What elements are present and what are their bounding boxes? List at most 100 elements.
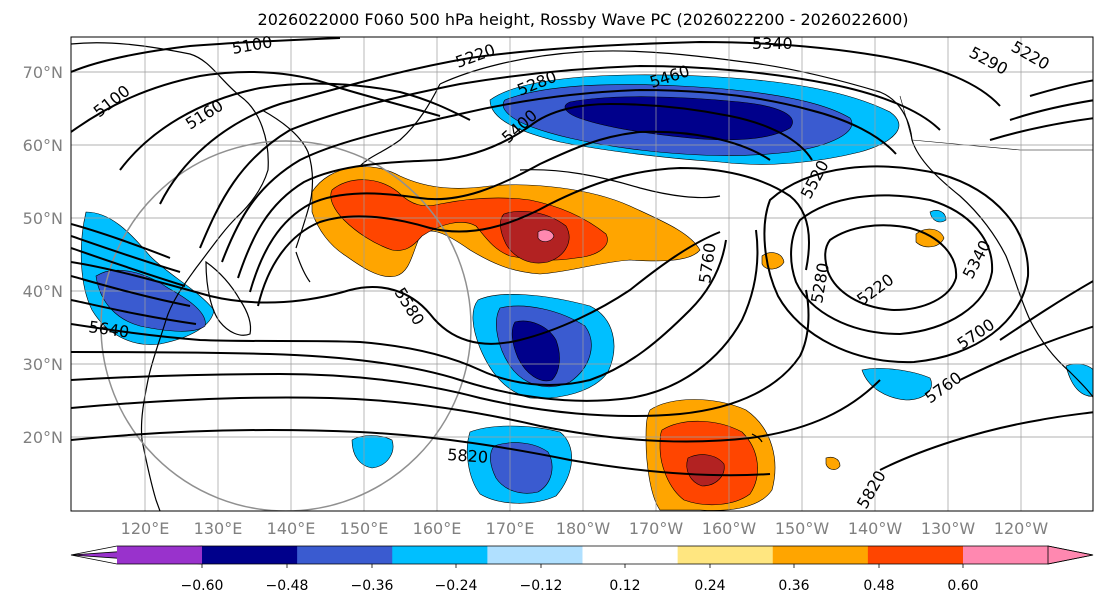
colorbar-tick-label: 0.36: [778, 578, 809, 594]
colorbar-segment: [487, 546, 583, 564]
contour-mid-2: [71, 223, 171, 259]
colorbar-extend-max: [1047, 545, 1094, 565]
coast-east-asia: [71, 42, 269, 511]
colorbar-tick-label: −0.48: [266, 578, 309, 594]
coast-aleutians: [519, 169, 721, 199]
contour-5820-a: [71, 379, 881, 443]
colorbar-tick-label: −0.36: [351, 578, 394, 594]
contour-5340: [221, 88, 897, 263]
contour-mid-1: [71, 235, 181, 273]
contour-5100-b: [71, 71, 441, 133]
contour-5580: [71, 231, 721, 345]
colorbar-tick-label: 0.48: [863, 578, 894, 594]
shade-neg-small-4: [929, 210, 947, 223]
colorbar-tick-label: 0.60: [947, 578, 978, 594]
contour-5520: [257, 166, 810, 307]
colorbar-segment: [582, 546, 679, 564]
contour-label: 5820: [447, 445, 489, 467]
contour-label: 5340: [752, 34, 793, 53]
colorbar-tick-label: 0.12: [609, 578, 640, 594]
lat-tick-label: 70°N: [23, 63, 63, 82]
colorbar-tick-label: −0.12: [520, 578, 563, 594]
contour-5460: [249, 130, 771, 293]
contour-east-3: [989, 117, 1093, 141]
lat-tick-label: 50°N: [23, 209, 63, 228]
colorbar-tick-label: 0.24: [694, 578, 725, 594]
shade-neg-small-2: [861, 368, 932, 401]
colorbar-segment: [963, 546, 1048, 564]
shade-neg-small-1: [351, 435, 394, 469]
lon-tick-label: 120°W: [994, 519, 1049, 538]
contour-5760: [71, 289, 810, 417]
contour-mid-4: [71, 275, 191, 307]
shade-neg-alaska-dark: [564, 96, 793, 141]
contour-5100-a: [71, 37, 341, 73]
shade-neg-south-mid: [490, 442, 553, 494]
shade-pos-belt-dark: [500, 211, 570, 264]
contour-5160: [119, 82, 471, 171]
height-contours: [71, 37, 1093, 477]
contour-east-2: [1009, 99, 1093, 121]
lon-tick-label: 160°W: [702, 519, 757, 538]
shade-neg-japan-mid: [95, 269, 206, 332]
contour-east-1: [1029, 79, 1093, 97]
projection-circle: [100, 140, 472, 511]
coast-bering: [359, 83, 441, 167]
coast-kuril: [295, 251, 311, 283]
coast-japan: [205, 260, 252, 336]
coastlines: [71, 42, 1093, 511]
contour-east-4: [999, 280, 1093, 341]
lon-tick-label: 130°W: [921, 519, 976, 538]
lon-tick-label: 170°E: [486, 519, 535, 538]
border-alaska-canada: [899, 95, 913, 141]
lon-tick-label: 150°W: [775, 519, 830, 538]
shade-pos-small-3: [825, 456, 841, 470]
lon-tick-label: 180°W: [556, 519, 611, 538]
lat-tick-label: 30°N: [23, 355, 63, 374]
contour-low-3: [763, 165, 1030, 364]
colorbar-segment: [867, 546, 964, 564]
lon-tick-label: 140°W: [848, 519, 903, 538]
lon-tick-label: 170°W: [629, 519, 684, 538]
figure-title: 2026022000 F060 500 hPa height, Rossby W…: [258, 10, 909, 29]
shade-pos-belt-max: [537, 229, 555, 242]
lon-tick-label: 160°E: [413, 519, 462, 538]
colorbar-tick-label: −0.24: [435, 578, 478, 594]
lon-tick-label: 120°E: [121, 519, 170, 538]
colorbar-segment: [772, 546, 869, 564]
contour-5640: [71, 239, 727, 386]
contour-5220: [159, 40, 1001, 205]
contour-mid-3: [71, 247, 186, 287]
colorbar: −0.60 −0.48 −0.36 −0.24 −0.12 0.12 0.24 0.36 0.4…: [70, 545, 1094, 594]
lon-tick-label: 140°E: [267, 519, 316, 538]
colorbar-outline: [70, 545, 1094, 565]
latitude-labels: 70°N 60°N 50°N 40°N 30°N 20°N: [23, 63, 63, 447]
shade-neg-central-dark: [511, 320, 560, 382]
lat-tick-label: 20°N: [23, 428, 63, 447]
lon-tick-label: 150°E: [340, 519, 389, 538]
colorbar-segment: [202, 546, 298, 564]
rossby-wave-pc-shading: [80, 74, 1093, 511]
colorbar-segment: [117, 546, 202, 564]
contour-low-1: [824, 224, 958, 312]
map-frame: [70, 36, 1094, 512]
contour-5400: [237, 102, 813, 279]
colorbar-segment: [677, 546, 774, 564]
contour-5820-b: [71, 429, 771, 477]
contour-5700: [71, 229, 759, 402]
lon-tick-label: 130°E: [194, 519, 243, 538]
contour-low-2: [790, 194, 994, 336]
contour-mid-5: [71, 299, 197, 325]
contour-east-5: [959, 325, 1093, 381]
lat-tick-label: 60°N: [23, 136, 63, 155]
contour-5280: [199, 64, 941, 249]
contour-east-6: [879, 411, 1093, 471]
lat-tick-label: 40°N: [23, 282, 63, 301]
colorbar-segment: [297, 546, 393, 564]
colorbar-tick-label: −0.60: [181, 578, 224, 594]
colorbar-segment: [392, 546, 488, 564]
map-panel: 5100 5100 5160 5220 5280 5340 5400 5460 …: [70, 32, 1094, 512]
longitude-labels: 120°E 130°E 140°E 150°E 160°E 170°E 180°W 170°W…: [121, 519, 1049, 538]
